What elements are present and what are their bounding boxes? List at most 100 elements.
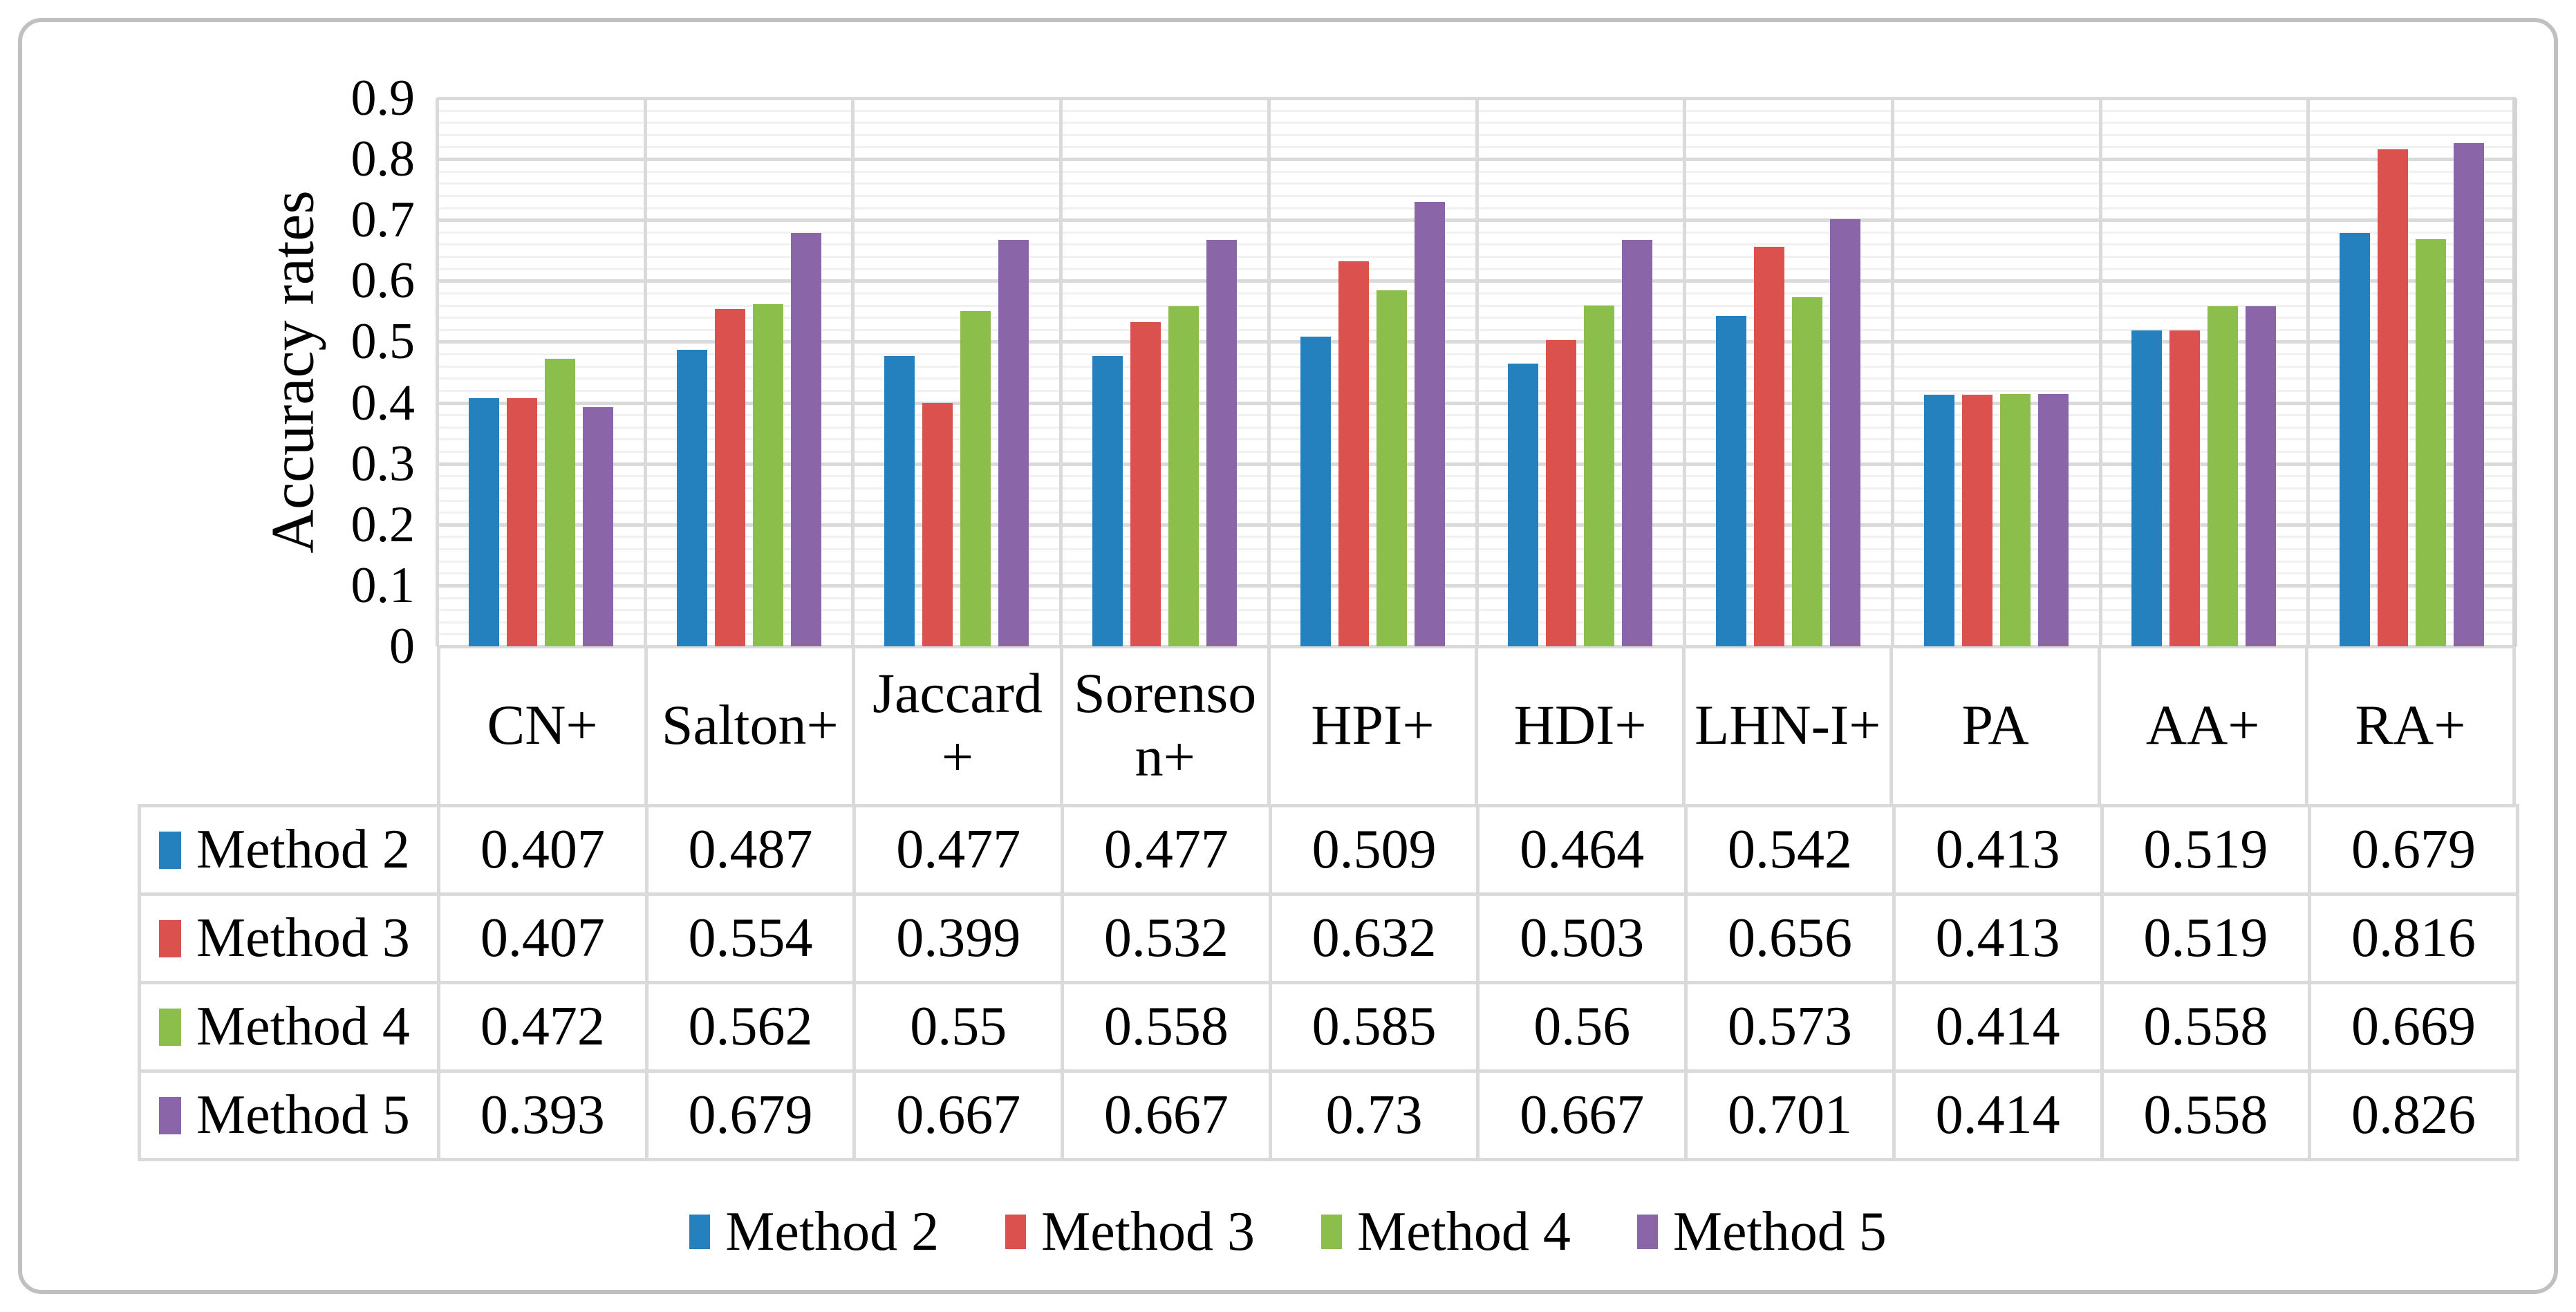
bar-method-5-cn (582, 406, 613, 646)
gridline-vertical (2306, 98, 2311, 646)
value-cell-method-3-lhn-i: 0.656 (1684, 892, 1896, 984)
value-cell-method-2-hpi: 0.509 (1268, 804, 1480, 896)
bar-method-3-ra (2378, 149, 2409, 646)
value-cell-method-4-aa: 0.558 (2100, 981, 2312, 1073)
data-table: Method 2 0.407 0.487 0.477 0.477 0.509 0.464 0.… (138, 804, 2519, 1161)
value-cell-method-2-cn: 0.407 (437, 804, 648, 896)
category-cell-ra: RA+ (2308, 646, 2517, 804)
value-cell-method-2-salton: 0.487 (644, 804, 857, 896)
plot-area (436, 97, 2517, 648)
bar-method-2-hdi (1508, 364, 1539, 646)
value-cell-method-4-hpi: 0.585 (1268, 981, 1480, 1073)
value-cell-method-2-lhn-i: 0.542 (1684, 804, 1896, 896)
gridline-vertical (436, 98, 439, 646)
value-cell-method-5-sorenson: 0.667 (1061, 1069, 1272, 1161)
category-cell-sorenson: Sorenson+ (1063, 646, 1271, 804)
value-cell-method-2-aa: 0.519 (2100, 804, 2312, 896)
category-cell-hdi: HDI+ (1478, 646, 1686, 804)
value-cell-method-4-salton: 0.562 (644, 981, 857, 1073)
y-tick-label: 0.3 (351, 435, 416, 492)
value-cell-method-4-hdi: 0.56 (1476, 981, 1688, 1073)
table-row-method-3: Method 3 0.407 0.554 0.399 0.532 0.632 0.503 0.… (138, 892, 2519, 984)
category-cell-hpi: HPI+ (1271, 646, 1479, 804)
row-header-cell: Method 2 (138, 804, 440, 896)
bar-method-4-aa (2208, 306, 2239, 646)
value-cell-method-3-hpi: 0.632 (1268, 892, 1480, 984)
series-name: Method 3 (196, 908, 410, 968)
category-label: Jaccard + (872, 662, 1043, 788)
bar-method-5-jaccard (998, 240, 1029, 646)
y-tick-label: 0.1 (351, 556, 416, 614)
legend-swatch-icon (1321, 1215, 1342, 1249)
value-cell-method-5-ra: 0.826 (2308, 1069, 2519, 1161)
bar-method-4-pa (1999, 394, 2031, 646)
value-cell-method-4-jaccard: 0.55 (852, 981, 1065, 1073)
bar-method-5-ra (2454, 143, 2485, 646)
bar-method-2-aa (2131, 330, 2163, 646)
bar-method-3-sorenson (1130, 322, 1161, 646)
gridline-vertical (2098, 98, 2102, 646)
category-cell-jaccard: Jaccard + (855, 646, 1063, 804)
bar-method-5-pa (2037, 394, 2069, 646)
legend-item-method-2: Method 2 (689, 1201, 939, 1264)
bar-method-2-jaccard (884, 355, 915, 646)
bar-cluster-cn (437, 98, 645, 646)
y-tick-label: 0.2 (351, 496, 416, 553)
legend-item-method-4: Method 4 (1321, 1201, 1571, 1264)
row-header-cell: Method 5 (138, 1069, 440, 1161)
row-header: Method 4 (141, 995, 437, 1058)
value-cell-method-4-cn: 0.472 (437, 981, 648, 1073)
value-cell-method-5-cn: 0.393 (437, 1069, 648, 1161)
y-tick-label: 0.9 (351, 70, 416, 126)
bar-method-3-jaccard (922, 403, 953, 646)
value-cell-method-3-cn: 0.407 (437, 892, 648, 984)
y-axis-ticks: 0.9 0.8 0.7 0.6 0.5 0.4 0.3 0.2 0.1 0 (22, 73, 418, 672)
bar-cluster-sorenson (1061, 98, 1269, 646)
bar-method-4-lhn-i (1792, 297, 1823, 646)
bar-method-2-ra (2340, 232, 2371, 646)
bar-method-5-sorenson (1206, 240, 1237, 646)
bar-method-5-hdi (1622, 240, 1653, 646)
table-row-method-5: Method 5 0.393 0.679 0.667 0.667 0.73 0.667 0.7… (138, 1069, 2519, 1161)
legend-swatch-icon (689, 1215, 711, 1249)
category-label: LHN-I+ (1695, 693, 1881, 757)
value-cell-method-2-ra: 0.679 (2308, 804, 2519, 896)
y-tick-label: 0.5 (351, 313, 416, 371)
y-tick-label: 0 (389, 618, 415, 675)
value-cell-method-3-hdi: 0.503 (1476, 892, 1688, 984)
bar-method-5-salton (790, 232, 821, 646)
legend-label: Method 3 (1041, 1201, 1255, 1262)
row-header-cell: Method 4 (138, 981, 440, 1073)
y-tick-label: 0.7 (351, 191, 416, 249)
value-cell-method-2-hdi: 0.464 (1476, 804, 1688, 896)
bar-method-4-jaccard (960, 311, 991, 646)
bar-cluster-salton (645, 98, 853, 646)
gridline-vertical (2512, 98, 2517, 646)
legend-label: Method 5 (1672, 1201, 1887, 1262)
y-tick-label: 0.8 (351, 131, 416, 188)
legend-swatch-icon (1005, 1215, 1027, 1249)
series-swatch-icon (159, 1008, 181, 1046)
gridline-vertical (1475, 98, 1479, 646)
bar-method-3-lhn-i (1754, 247, 1785, 646)
bar-method-5-aa (2246, 306, 2277, 646)
bar-cluster-lhn-i (1684, 98, 1892, 646)
value-cell-method-3-pa: 0.413 (1892, 892, 2104, 984)
value-cell-method-5-pa: 0.414 (1892, 1069, 2104, 1161)
y-tick-label: 0.4 (351, 374, 416, 431)
legend: Method 2 Method 3 Method 4 Method 5 (22, 1189, 2554, 1275)
bar-method-3-cn (506, 398, 537, 646)
value-cell-method-5-jaccard: 0.667 (852, 1069, 1065, 1161)
bar-method-2-pa (1923, 395, 1954, 646)
category-cell-salton: Salton+ (648, 646, 856, 804)
row-header: Method 2 (141, 818, 437, 881)
bar-method-3-pa (1961, 395, 1992, 646)
bar-method-4-ra (2416, 238, 2447, 646)
value-cell-method-3-aa: 0.519 (2100, 892, 2312, 984)
value-cell-method-5-salton: 0.679 (644, 1069, 857, 1161)
value-cell-method-3-jaccard: 0.399 (852, 892, 1065, 984)
series-name: Method 4 (196, 996, 410, 1057)
category-cell-pa: PA (1893, 646, 2101, 804)
bar-cluster-pa (1892, 98, 2100, 646)
value-cell-method-2-pa: 0.413 (1892, 804, 2104, 896)
